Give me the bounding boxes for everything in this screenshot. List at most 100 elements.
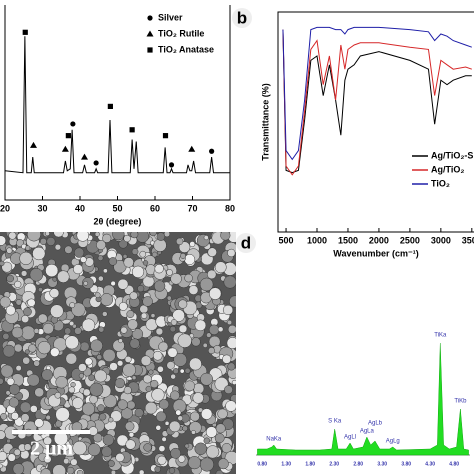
grain — [124, 421, 135, 431]
grain — [189, 241, 196, 248]
grain — [135, 232, 149, 243]
grain — [223, 275, 236, 289]
grain — [172, 309, 185, 322]
grain — [96, 354, 103, 361]
grain — [220, 232, 231, 241]
marker — [129, 127, 135, 133]
grain — [37, 313, 48, 324]
grain — [69, 302, 76, 309]
grain — [129, 338, 140, 349]
marker — [93, 160, 99, 166]
series-line — [282, 29, 472, 174]
grain — [184, 443, 190, 449]
grain — [55, 375, 68, 389]
grain — [206, 332, 212, 338]
grain — [49, 288, 60, 299]
x-tick-label: 2.30 — [329, 461, 339, 467]
grain — [83, 280, 89, 286]
grain — [20, 270, 28, 277]
grain — [184, 367, 191, 374]
grain — [179, 368, 185, 374]
peak-label: TiKa — [434, 333, 447, 339]
grain — [222, 304, 234, 316]
grain — [94, 232, 100, 237]
grain — [130, 232, 139, 239]
grain — [150, 313, 156, 318]
x-tick-label: 3.80 — [401, 461, 411, 467]
grain — [55, 407, 70, 422]
series-line — [282, 26, 472, 161]
grain — [94, 369, 108, 383]
spectrum-area — [257, 342, 469, 456]
grain — [107, 460, 115, 467]
grain — [175, 237, 184, 246]
grain — [15, 299, 22, 306]
grain — [149, 232, 157, 237]
panel-label: d — [241, 233, 251, 252]
marker — [107, 103, 113, 109]
grain — [154, 466, 161, 473]
x-tick-label: 30 — [37, 203, 47, 213]
grain — [178, 324, 188, 334]
grain — [7, 453, 16, 462]
grain — [20, 325, 36, 341]
grain — [89, 395, 98, 404]
grain — [143, 374, 152, 384]
grain — [97, 255, 104, 261]
grain — [157, 365, 164, 373]
grain — [169, 420, 181, 433]
grain — [120, 326, 128, 334]
grain — [189, 357, 202, 371]
grain — [207, 269, 217, 280]
grain — [203, 437, 210, 444]
legend-label: TiO₂ Rutile — [158, 28, 204, 38]
grain — [82, 388, 91, 397]
x-tick-label: 1500 — [338, 235, 358, 245]
plot-frame — [277, 11, 474, 233]
grain — [180, 253, 186, 259]
grain — [158, 445, 166, 452]
grain — [13, 343, 23, 353]
marker — [209, 148, 215, 154]
x-tick-label: 50 — [112, 203, 122, 213]
marker — [61, 145, 69, 152]
grain — [76, 232, 90, 242]
grain — [33, 360, 40, 367]
grain — [128, 431, 135, 438]
peak-label: AgLb — [368, 421, 383, 427]
x-tick-label: 80 — [225, 203, 235, 213]
grain — [199, 277, 214, 292]
grain — [23, 307, 32, 317]
grain — [66, 466, 75, 474]
grain — [167, 347, 178, 358]
grain — [200, 408, 213, 420]
grain — [81, 318, 96, 332]
grain — [142, 260, 149, 266]
grain — [0, 235, 7, 246]
grain — [194, 442, 207, 455]
grain — [170, 390, 180, 401]
grain — [28, 344, 37, 353]
grain — [192, 392, 204, 404]
grain — [214, 433, 225, 444]
grain — [20, 413, 30, 422]
grain — [102, 233, 112, 243]
grain — [140, 355, 152, 367]
grain — [0, 260, 5, 267]
peak-label: AgLg — [386, 439, 400, 445]
grain — [29, 268, 44, 282]
x-tick-label: 2.80 — [353, 461, 363, 467]
grain — [25, 245, 31, 251]
y-axis-title: Transmittance (%) — [260, 83, 270, 161]
grain — [145, 385, 152, 393]
grain — [0, 296, 11, 308]
grain — [120, 407, 134, 420]
grain — [72, 440, 87, 456]
grain — [12, 463, 25, 474]
grain — [226, 319, 233, 326]
grain — [123, 257, 134, 268]
grain — [137, 285, 145, 293]
grain — [79, 341, 90, 352]
grain — [122, 363, 137, 377]
grain — [71, 397, 84, 409]
